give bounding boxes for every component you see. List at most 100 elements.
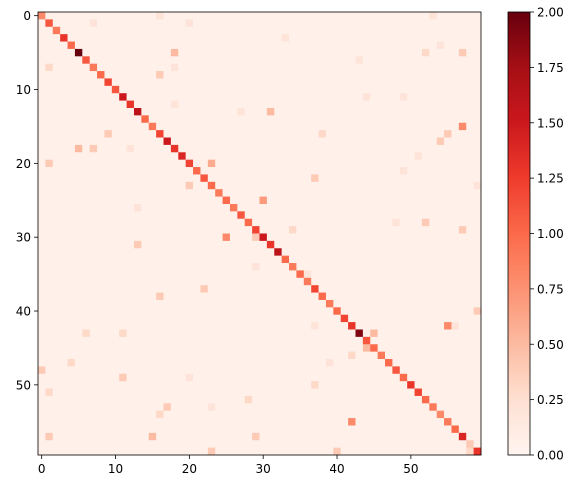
heatmap-cell [414,41,423,50]
heatmap-cell [215,19,223,28]
heatmap-cell [156,381,164,389]
heatmap-cell [436,100,445,109]
heatmap-cell [399,425,408,434]
heatmap-cell [170,285,179,293]
heatmap-cell [200,277,209,286]
heatmap-cell [451,85,460,94]
heatmap-cell [362,307,371,316]
heatmap-cell [244,159,253,168]
colorbar-tick-label: 1.50 [537,116,564,130]
heatmap-cell [170,34,179,42]
heatmap-cell [178,56,187,65]
heatmap-cell [392,211,401,220]
heatmap-cell [399,440,408,448]
heatmap-cell [414,218,423,227]
heatmap-cell [244,307,253,316]
heatmap-cell [170,233,179,242]
heatmap-cell [348,440,356,448]
heatmap-cell [60,418,68,426]
heatmap-cell [200,299,209,308]
heatmap-cell [156,248,164,256]
heatmap-cell [266,130,275,138]
heatmap-cell [407,366,415,375]
heatmap-cell [141,181,150,190]
heatmap-cell [237,203,246,212]
heatmap-cell [436,137,445,146]
heatmap-cell [451,159,460,168]
heatmap-cell [259,307,268,316]
heatmap-cell [466,174,474,183]
heatmap-cell [340,115,349,124]
heatmap-cell [170,440,179,448]
heatmap-cell [207,78,216,87]
heatmap-cell [377,196,386,205]
heatmap-cell [451,196,460,205]
heatmap-cell [229,447,238,456]
heatmap-cell [82,12,91,20]
heatmap-cell [296,12,305,20]
heatmap-cell [207,307,216,316]
heatmap-cell [119,137,127,146]
heatmap-cell [333,152,342,161]
heatmap-cell [38,19,46,28]
heatmap-cell [348,167,356,175]
heatmap-cell [111,240,120,249]
heatmap-cell [74,203,83,212]
heatmap-cell [289,174,297,183]
heatmap-cell [185,248,194,256]
heatmap-cell [466,226,474,234]
heatmap-cell [97,130,105,138]
heatmap-cell [466,144,474,153]
heatmap-cell [318,381,327,389]
heatmap-cell [119,26,127,35]
heatmap-cell [303,26,312,35]
heatmap-cell [111,152,120,161]
heatmap-cell [89,373,98,382]
heatmap-cell [163,388,172,397]
heatmap-cell [111,93,120,101]
heatmap-cell [193,122,201,131]
heatmap-cell [473,425,482,434]
heatmap-cell [229,359,238,367]
heatmap-cell [385,26,393,35]
heatmap-cell [458,41,467,50]
heatmap-cell [237,263,246,271]
heatmap-cell [429,107,438,116]
heatmap-cell [436,144,445,153]
heatmap-cell [82,263,91,271]
heatmap-cell [163,240,172,249]
heatmap-cell [207,285,216,293]
heatmap-cell [178,233,187,242]
heatmap-cell [244,181,253,190]
heatmap-cell [170,12,179,20]
heatmap-cell [97,388,105,397]
heatmap-cell [52,78,61,87]
heatmap-cell [207,226,216,234]
heatmap-cell [348,78,356,87]
heatmap-cell [163,432,172,441]
heatmap-cell [325,277,334,286]
heatmap-cell [466,41,474,50]
heatmap-cell [370,440,378,448]
heatmap-cell [392,85,401,94]
heatmap-cell [104,366,113,375]
heatmap-cell [407,26,415,35]
heatmap-cell [156,144,164,153]
heatmap-cell [385,100,393,109]
heatmap-cell [466,381,474,389]
heatmap-cell [38,336,46,345]
heatmap-cell [156,189,164,197]
heatmap-cell [392,12,401,20]
heatmap-cell [193,240,201,249]
heatmap-cell [222,403,231,412]
heatmap-cell [38,373,46,382]
heatmap-cell [385,174,393,183]
heatmap-cell [259,388,268,397]
heatmap-cell [333,381,342,389]
heatmap-cell [296,203,305,212]
heatmap-cell [325,425,334,434]
heatmap-cell [414,211,423,220]
heatmap-cell [222,34,231,42]
heatmap-cell [74,410,83,419]
heatmap-cell [414,71,423,79]
